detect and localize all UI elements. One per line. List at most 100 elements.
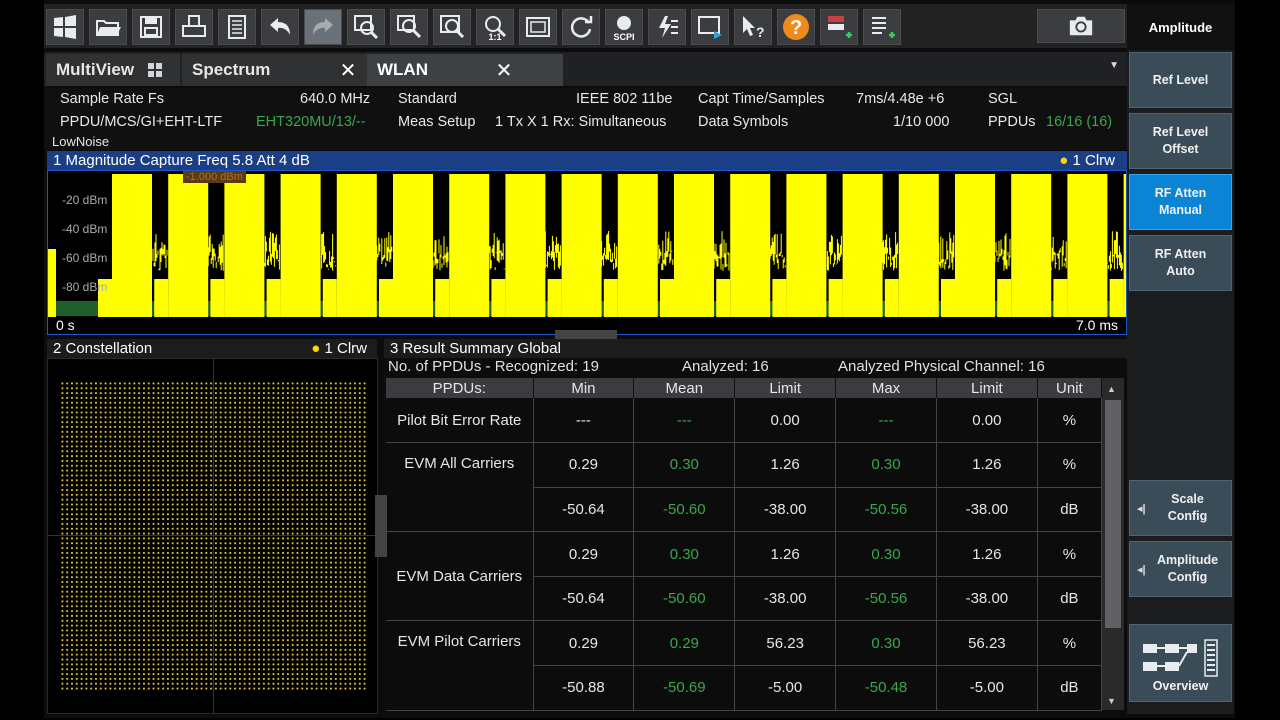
channel-info-bar: Sample Rate Fs 640.0 MHz Standard IEEE 8… — [44, 88, 1127, 150]
magnitude-capture-title[interactable]: 1 Magnitude Capture Freq 5.8 Att 4 dB ● … — [47, 151, 1127, 170]
cell-limit: -5.00 — [734, 665, 837, 711]
ppdus-label: PPDUs — [988, 114, 1036, 130]
zoom-1to1-label: 1:1 — [488, 32, 502, 42]
scale-config-softkey[interactable]: ◂| Scale Config — [1129, 480, 1232, 536]
result-summary-title[interactable]: 3 Result Summary Global — [384, 339, 1127, 358]
cell-limit: 1.26 — [734, 531, 837, 577]
burst-partial — [48, 249, 56, 317]
ppdu-mcs-value: EHT320MU/13/-- — [256, 114, 366, 130]
burst-preamble — [660, 279, 674, 317]
add-window-icon[interactable] — [820, 9, 858, 45]
tab-multiview-label: MultiView — [56, 60, 135, 79]
softkey-menu-title: Amplitude — [1127, 4, 1234, 50]
ppdus-value: 16/16 (16) — [1046, 114, 1113, 130]
burst-tail-spikes — [151, 234, 168, 271]
amplitude-config-softkey[interactable]: ◂| Amplitude Config — [1129, 541, 1232, 597]
undo-icon[interactable] — [261, 9, 299, 45]
tab-menu-dropdown-icon[interactable]: ▼ — [1109, 60, 1119, 71]
close-spectrum-tab-icon[interactable]: ✕ — [339, 59, 357, 82]
scale-config-softkey-label: Scale Config — [1167, 492, 1208, 523]
open-folder-icon[interactable] — [89, 9, 127, 45]
magnitude-capture-plot[interactable]: -20 dBm -40 dBm -60 dBm -80 dBm -1.000 d… — [47, 170, 1127, 335]
zoom-adjust-icon[interactable] — [433, 9, 471, 45]
ppdus-recognized: No. of PPDUs - Recognized: 19 — [388, 358, 599, 375]
cell-mean: 0.30 — [633, 531, 736, 577]
save-icon[interactable] — [132, 9, 170, 45]
context-help-icon[interactable]: ? — [734, 9, 772, 45]
add-table-icon[interactable] — [863, 9, 901, 45]
burst-tail-spikes — [263, 231, 280, 270]
col-header-mean: Mean — [633, 378, 736, 398]
cell-limit: 1.26 — [734, 442, 837, 488]
scroll-up-icon[interactable]: ▲ — [1107, 384, 1116, 394]
scroll-down-icon[interactable]: ▼ — [1107, 696, 1116, 706]
cell-mean: 0.30 — [633, 442, 736, 488]
burst — [674, 174, 714, 317]
overview-softkey[interactable]: Overview — [1129, 624, 1232, 702]
capt-time-label: Capt Time/Samples — [698, 91, 825, 107]
col-header-limit-2: Limit — [936, 378, 1038, 398]
cell-min: 0.29 — [533, 442, 635, 488]
notes-icon[interactable] — [218, 9, 256, 45]
ref-level-marker[interactable]: -1.000 dBm — [183, 171, 246, 183]
cell-mean: --- — [633, 398, 736, 444]
cell-unit: % — [1037, 398, 1103, 444]
vertical-splitter-handle[interactable] — [375, 495, 387, 557]
burst — [561, 174, 602, 317]
cell-limit-2: -38.00 — [936, 487, 1038, 533]
cell-max: --- — [835, 398, 937, 444]
redo-icon[interactable] — [304, 9, 342, 45]
burst-preamble — [379, 279, 393, 317]
windows-icon[interactable] — [46, 9, 84, 45]
burst-tail-spikes — [320, 232, 337, 271]
rf-atten-manual-softkey[interactable]: RF Atten Manual — [1129, 174, 1232, 230]
tab-spectrum[interactable]: Spectrum — [182, 54, 377, 86]
zoom-region-icon[interactable] — [347, 9, 385, 45]
ref-level-offset-softkey-label: Ref Level Offset — [1152, 125, 1209, 156]
rf-atten-auto-softkey[interactable]: RF Atten Auto — [1129, 235, 1232, 291]
burst-preamble — [941, 279, 955, 317]
burst-preamble — [266, 279, 281, 317]
scrollbar-thumb[interactable] — [1105, 400, 1121, 628]
sequencer-icon[interactable] — [648, 9, 686, 45]
refresh-icon[interactable] — [562, 9, 600, 45]
display-icon[interactable] — [691, 9, 729, 45]
row-label-evm-all-carriers: EVM All Carriers — [386, 442, 534, 533]
help-icon[interactable]: ? — [777, 9, 815, 45]
ref-level-offset-softkey[interactable]: Ref Level Offset — [1129, 113, 1232, 169]
burst-preamble — [435, 279, 450, 317]
row-label-pilot-bit-error-rate: Pilot Bit Error Rate — [386, 398, 534, 444]
cell-unit: % — [1037, 442, 1103, 488]
cell-limit: -38.00 — [734, 576, 837, 622]
lownoise-label: LowNoise — [52, 134, 110, 149]
zoom-multi-icon[interactable] — [390, 9, 428, 45]
result-table-scrollbar[interactable]: ▲ ▼ — [1102, 378, 1124, 710]
scpi-icon[interactable]: SCPI — [605, 9, 643, 45]
overview-softkey-label: Overview — [1152, 679, 1209, 693]
tab-wlan[interactable]: WLAN — [367, 54, 563, 86]
close-wlan-tab-icon[interactable]: ✕ — [495, 59, 513, 82]
cell-mean: -50.60 — [633, 487, 736, 533]
burst-preamble — [98, 279, 112, 317]
tab-multiview[interactable]: MultiView — [46, 54, 180, 86]
burst — [786, 174, 827, 317]
cell-limit: 56.23 — [734, 620, 837, 667]
sgl-label: SGL — [988, 91, 1018, 107]
constellation-title[interactable]: 2 Constellation ● 1 Clrw — [47, 339, 377, 358]
zoom-1to1-icon[interactable]: 1:1 — [476, 9, 514, 45]
print-icon[interactable] — [175, 9, 213, 45]
ref-level-softkey[interactable]: Ref Level — [1129, 52, 1232, 108]
burst — [1067, 174, 1108, 317]
result-summary-table: PPDUs: Min Mean Limit Max Limit Unit Pil… — [386, 378, 1103, 711]
constellation-points — [60, 381, 367, 691]
burst-tail-spikes — [994, 233, 1011, 271]
rf-atten-auto-softkey-label: RF Atten Auto — [1154, 247, 1207, 278]
burst-preamble — [547, 279, 562, 317]
full-screen-icon[interactable] — [519, 9, 557, 45]
cell-limit: -38.00 — [734, 487, 837, 533]
constellation-plot[interactable] — [47, 358, 378, 714]
screenshot-button[interactable] — [1037, 9, 1125, 43]
burst-preamble — [1109, 279, 1124, 317]
cell-mean: 0.29 — [633, 620, 736, 667]
y-label-minus20: -20 dBm — [62, 193, 108, 207]
